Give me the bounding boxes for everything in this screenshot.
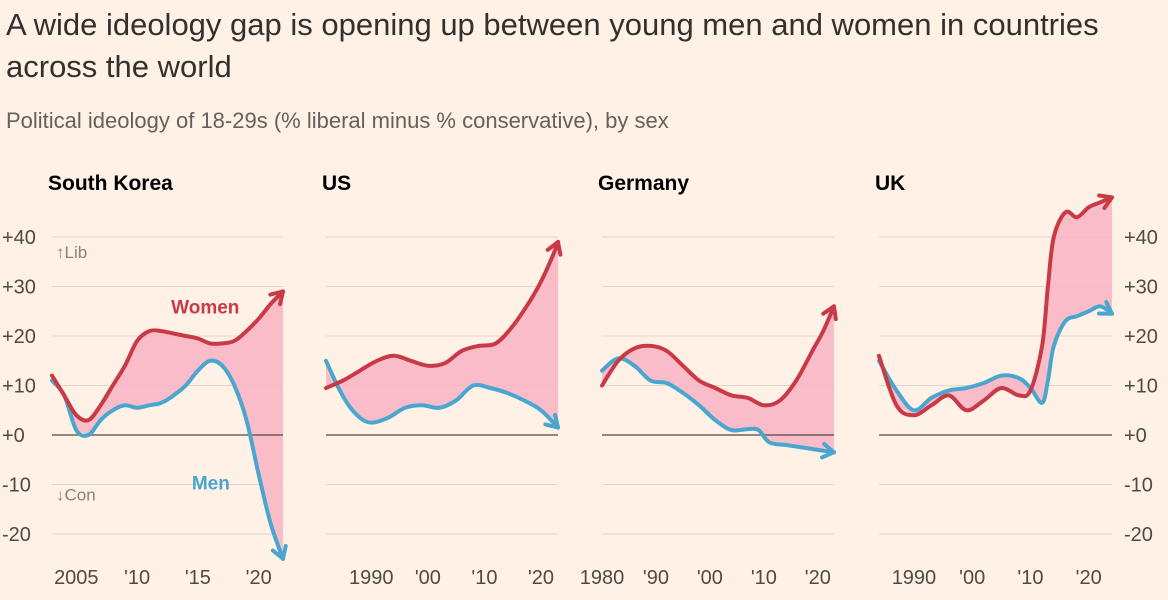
y-tick-label: +10 [1124,376,1158,398]
x-tick-label: '20 [528,567,554,589]
men-series-line [600,356,836,455]
panel-title: Germany [598,172,689,195]
women-series-line [600,304,836,408]
y-tick-label: +40 [2,227,36,249]
lib-annotation: ↑Lib [56,243,87,262]
x-tick-label: '20 [1076,567,1102,589]
chart-title: A wide ideology gap is opening up betwee… [6,7,1099,84]
x-tick-label: '20 [246,567,272,589]
x-tick-label: 2005 [54,567,99,589]
men-series-line [877,304,1114,413]
y-tick-label: +30 [2,277,36,299]
y-tick-label: -20 [1124,524,1153,546]
x-tick-label: '00 [415,567,441,589]
men-arrowhead [543,412,560,430]
x-tick-label: 1980 [580,567,625,589]
x-tick-label: 1990 [892,567,937,589]
x-tick-label: '10 [471,567,497,589]
y-tick-label: +0 [1124,425,1147,447]
men-series-line [50,358,285,561]
y-tick-label: +10 [2,376,36,398]
x-tick-label: '10 [751,567,777,589]
y-tick-label: +0 [2,425,25,447]
gap-area [879,197,1112,416]
y-tick-label: +20 [1124,326,1158,348]
gap-area [52,291,283,559]
gap-area [602,306,834,453]
women-arrowhead [1097,193,1114,210]
x-tick-label: 1990 [349,567,394,589]
y-tick-label: -10 [2,475,31,497]
women-arrowhead [821,304,838,322]
panel-title: US [322,172,351,195]
women-arrowhead [545,239,563,257]
gap-area [326,241,558,428]
men-arrowhead [270,544,288,561]
x-tick-label: '00 [959,567,985,589]
men-label: Men [192,473,230,494]
women-arrowhead [268,289,285,307]
y-tick-label: +30 [1124,277,1158,299]
x-tick-label: '90 [643,567,669,589]
panel-title: UK [875,172,905,195]
y-tick-label: -20 [2,524,31,546]
x-tick-label: '20 [805,567,831,589]
women-series-line [877,195,1114,418]
y-tick-label: +20 [2,326,36,348]
y-tick-label: -10 [1124,475,1153,497]
men-arrowhead [820,441,836,460]
chart-subtitle: Political ideology of 18-29s (% liberal … [6,108,669,133]
x-tick-label: '10 [124,567,150,589]
panel-title: South Korea [48,172,173,195]
men-arrowhead [1097,300,1114,316]
x-tick-label: '15 [185,567,211,589]
women-series-line [50,289,285,423]
women-label: Women [171,298,239,319]
y-tick-label: +40 [1124,227,1158,249]
x-tick-label: '00 [697,567,723,589]
con-annotation: ↓Con [56,485,96,504]
x-tick-label: '10 [1017,567,1043,589]
men-series-line [324,358,560,430]
women-series-line [324,239,560,390]
